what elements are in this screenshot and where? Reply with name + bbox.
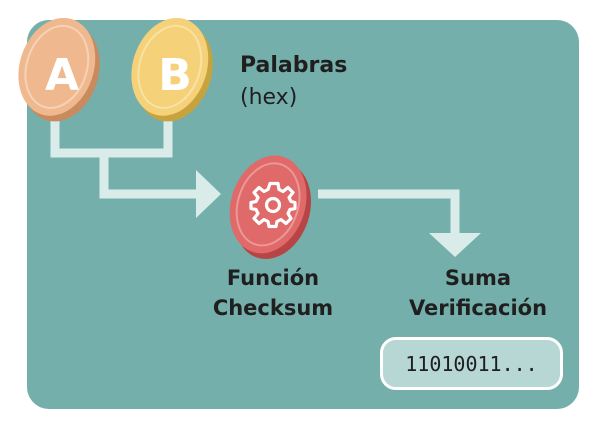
function-label-line1: Función <box>226 266 320 290</box>
coin-a-letter: A <box>45 50 79 101</box>
coin-b-letter: B <box>158 50 192 101</box>
connector-to-function <box>99 153 197 199</box>
checksum-result-box: 11010011... <box>380 337 563 390</box>
connector-lines <box>50 110 460 236</box>
connector-a-b <box>50 110 173 158</box>
output-label-line2: Verificación <box>408 296 548 320</box>
connector-to-output <box>318 189 460 236</box>
output-label-line1: Suma <box>444 266 512 290</box>
arrow-head-right <box>196 170 221 218</box>
function-coin <box>229 155 311 259</box>
arrow-head-down <box>429 233 481 257</box>
output-label: Suma Verificación <box>378 263 578 323</box>
coin-a <box>18 17 100 122</box>
inputs-subtitle: (hex) <box>240 85 298 110</box>
gear-icon <box>249 181 297 229</box>
inputs-title: Palabras <box>240 53 348 78</box>
function-label-line2: Checksum <box>212 296 334 320</box>
checksum-result-value: 11010011... <box>405 351 538 376</box>
function-label: Función Checksum <box>178 263 368 323</box>
coin-b <box>131 17 213 122</box>
